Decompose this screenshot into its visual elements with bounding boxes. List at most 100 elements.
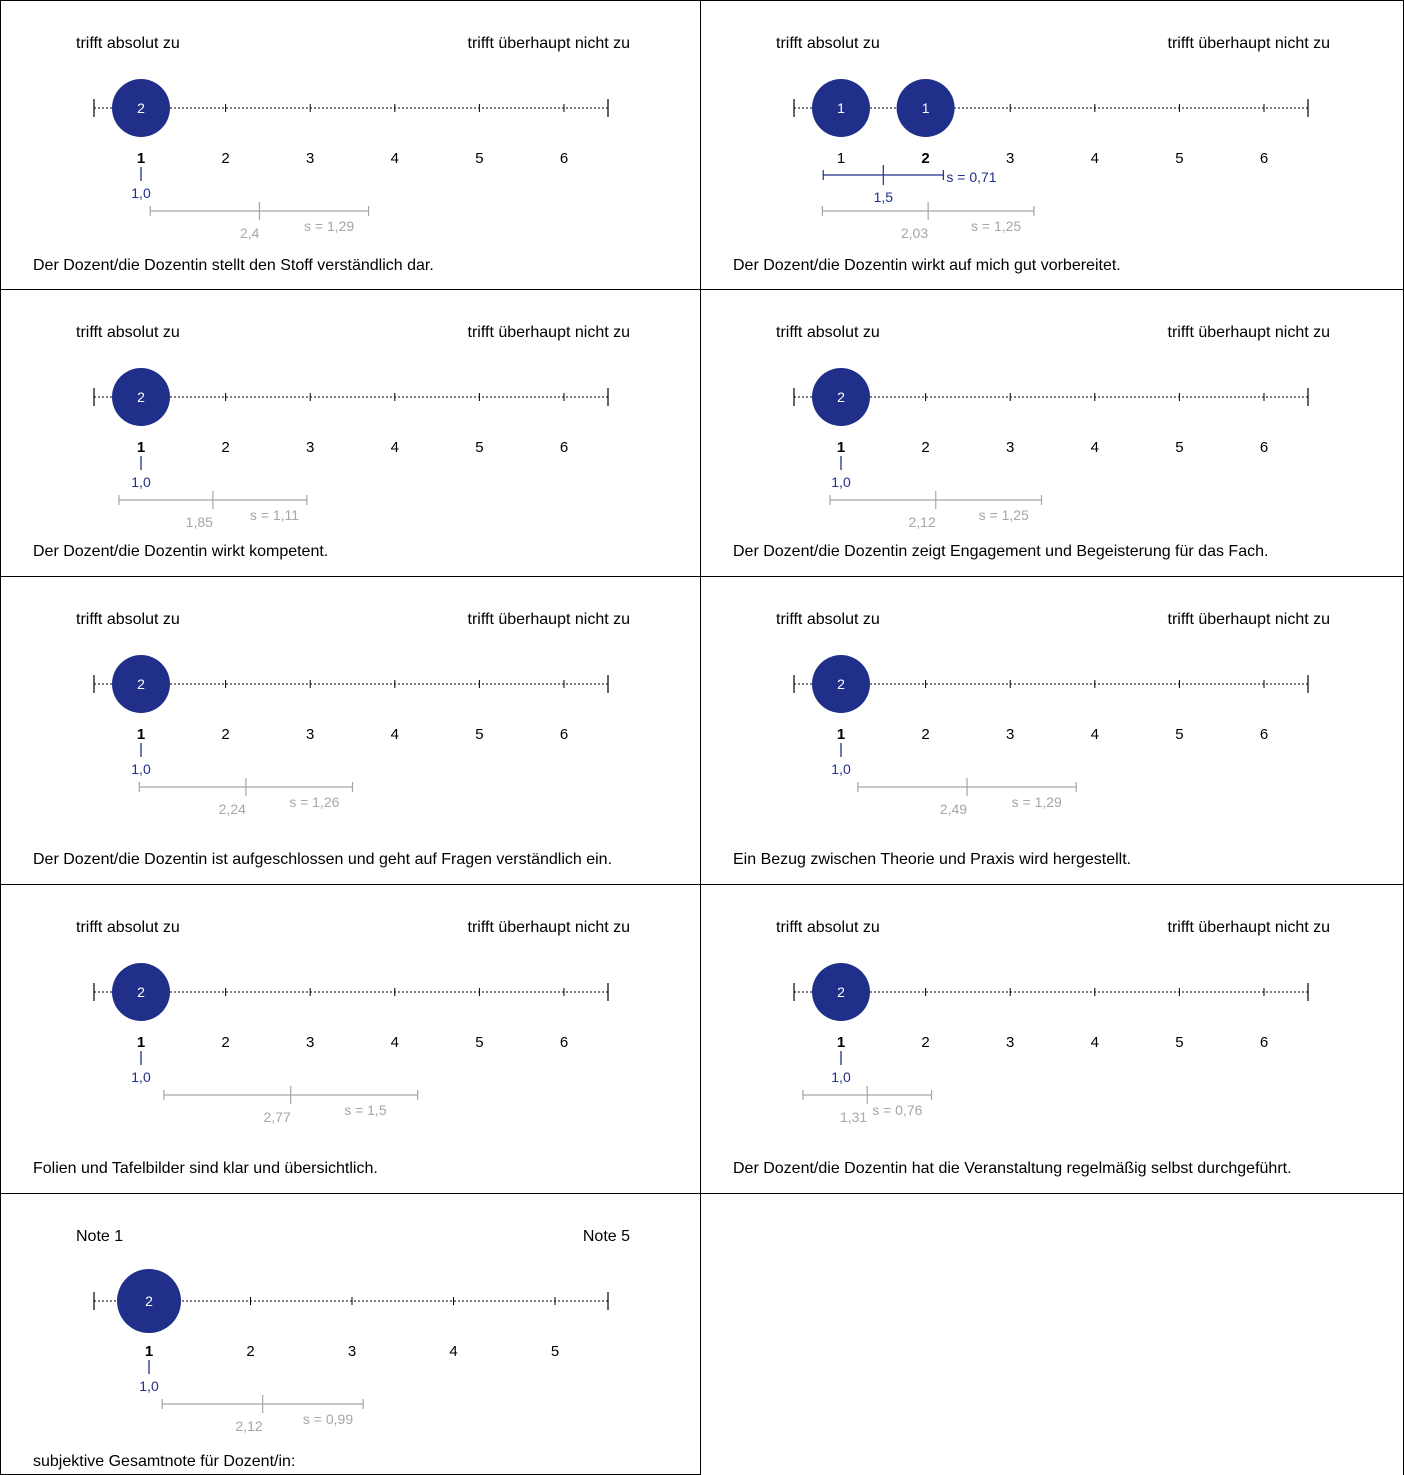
tick-label: 4 [391,150,399,167]
comparison-sd-bar [118,491,308,509]
empty-panel [701,1194,1404,1475]
bubble-count: 2 [145,1293,153,1309]
comparison-mean-label: 1,85 [186,514,213,530]
question-text: Der Dozent/die Dozentin wirkt auf mich g… [733,257,1121,274]
scale-left-label: trifft absolut zu [76,611,180,628]
scale-left-label: Note 1 [76,1228,123,1245]
tick-label: 2 [221,1034,229,1051]
rating-panel: trifft absolut zu trifft überhaupt nicht … [0,577,701,885]
response-bubble: 2 [812,963,870,1021]
bubble-count: 1 [922,100,930,116]
rating-chart: Note 1 Note 5 2 1 2 3 4 5 1,0 2,12 s = 0,99 [76,1228,630,1434]
tick-label: 4 [391,439,399,456]
response-bubble: 2 [812,368,870,426]
rating-panel: Note 1 Note 5 2 1 2 3 4 5 1,0 2,12 s = 0,99 subjekt… [0,1194,701,1475]
question-text: Der Dozent/die Dozentin wirkt kompetent. [33,543,329,560]
tick-label: 2 [221,726,229,743]
own-mean-label: 1,0 [131,1069,151,1085]
comparison-sd-label: s = 1,25 [979,507,1029,523]
comparison-mean-label: 1,31 [840,1109,867,1125]
tick-label: 6 [560,150,568,167]
tick-label: 6 [1260,150,1268,167]
tick-label: 6 [1260,1034,1268,1051]
tick-label: 4 [1091,1034,1099,1051]
scale-left-label: trifft absolut zu [76,324,180,341]
comparison-sd-bar [802,1086,933,1104]
comparison-sd-bar [138,778,354,796]
rating-panel: trifft absolut zu trifft überhaupt nicht … [0,290,701,577]
question-text: Der Dozent/die Dozentin ist aufgeschloss… [33,851,613,868]
scale-right-label: trifft überhaupt nicht zu [468,919,630,936]
rating-panel: trifft absolut zu trifft überhaupt nicht … [701,0,1404,290]
comparison-sd-bar [149,202,370,220]
tick-label: 2 [246,1343,254,1360]
tick-label: 2 [921,1034,929,1051]
scale-right-label: trifft überhaupt nicht zu [1168,35,1330,52]
tick-label: 6 [560,1034,568,1051]
comparison-mean-label: 2,24 [219,801,246,817]
own-sd-bar [822,165,944,185]
response-bubble: 2 [812,655,870,713]
rating-panel: trifft absolut zu trifft überhaupt nicht … [701,885,1404,1194]
tick-label: 5 [475,1034,483,1051]
bubble-count: 2 [837,984,845,1000]
tick-label: 6 [560,726,568,743]
question-text: Folien und Tafelbilder sind klar und übe… [33,1160,378,1177]
tick-label: 2 [921,439,929,456]
question-text: Ein Bezug zwischen Theorie und Praxis wi… [733,851,1132,868]
scale-right-label: trifft überhaupt nicht zu [468,611,630,628]
tick-label: 1 [137,726,145,743]
response-bubble: 2 [112,79,170,137]
tick-label: 6 [1260,726,1268,743]
comparison-sd-label: s = 0,76 [872,1102,922,1118]
tick-label: 5 [475,150,483,167]
comparison-sd-label: s = 1,11 [250,507,299,523]
own-mean-label: 1,0 [131,761,151,777]
comparison-mean-label: 2,49 [940,801,967,817]
rating-chart: trifft absolut zu trifft überhaupt nicht … [776,919,1330,1125]
response-bubble: 1 [896,79,955,137]
question-text: Der Dozent/die Dozentin stellt den Stoff… [33,257,434,274]
rating-chart: trifft absolut zu trifft überhaupt nicht … [76,324,630,530]
scale-right-label: trifft überhaupt nicht zu [1168,919,1330,936]
own-mean-label: 1,0 [831,1069,851,1085]
scale-right-label: Note 5 [583,1228,630,1245]
scale-right-label: trifft überhaupt nicht zu [468,35,630,52]
scale-left-label: trifft absolut zu [776,919,880,936]
tick-label: 3 [1006,1034,1014,1051]
tick-label: 3 [306,150,314,167]
comparison-sd-label: s = 1,25 [971,218,1021,234]
scale-left-label: trifft absolut zu [76,35,180,52]
rating-panel: trifft absolut zu trifft überhaupt nicht … [701,577,1404,885]
own-mean-label: 1,5 [874,189,894,205]
tick-label: 3 [1006,439,1014,456]
comparison-sd-label: s = 1,29 [304,218,354,234]
tick-label: 1 [837,150,845,167]
tick-label: 1 [837,439,845,456]
tick-label: 5 [475,726,483,743]
tick-label: 6 [1260,439,1268,456]
comparison-mean-label: 2,12 [909,514,936,530]
rating-chart: trifft absolut zu trifft überhaupt nicht … [76,611,630,817]
comparison-mean-label: 2,4 [240,225,260,241]
own-sd-label: s = 0,71 [946,169,996,185]
tick-label: 3 [1006,150,1014,167]
tick-label: 1 [145,1343,153,1360]
tick-label: 2 [221,439,229,456]
bubble-count: 2 [137,389,145,405]
tick-label: 1 [137,439,145,456]
bubble-count: 2 [837,389,845,405]
tick-label: 3 [306,439,314,456]
comparison-sd-label: s = 0,99 [303,1411,353,1427]
own-mean-label: 1,0 [831,474,851,490]
scale-right-label: trifft überhaupt nicht zu [1168,611,1330,628]
tick-label: 5 [1175,439,1183,456]
tick-label: 1 [137,150,145,167]
comparison-sd-bar [857,778,1077,796]
tick-label: 4 [1091,439,1099,456]
bubble-count: 2 [137,100,145,116]
bubble-count: 2 [137,676,145,692]
rating-chart: trifft absolut zu trifft überhaupt nicht … [76,919,630,1125]
scale-left-label: trifft absolut zu [776,35,880,52]
